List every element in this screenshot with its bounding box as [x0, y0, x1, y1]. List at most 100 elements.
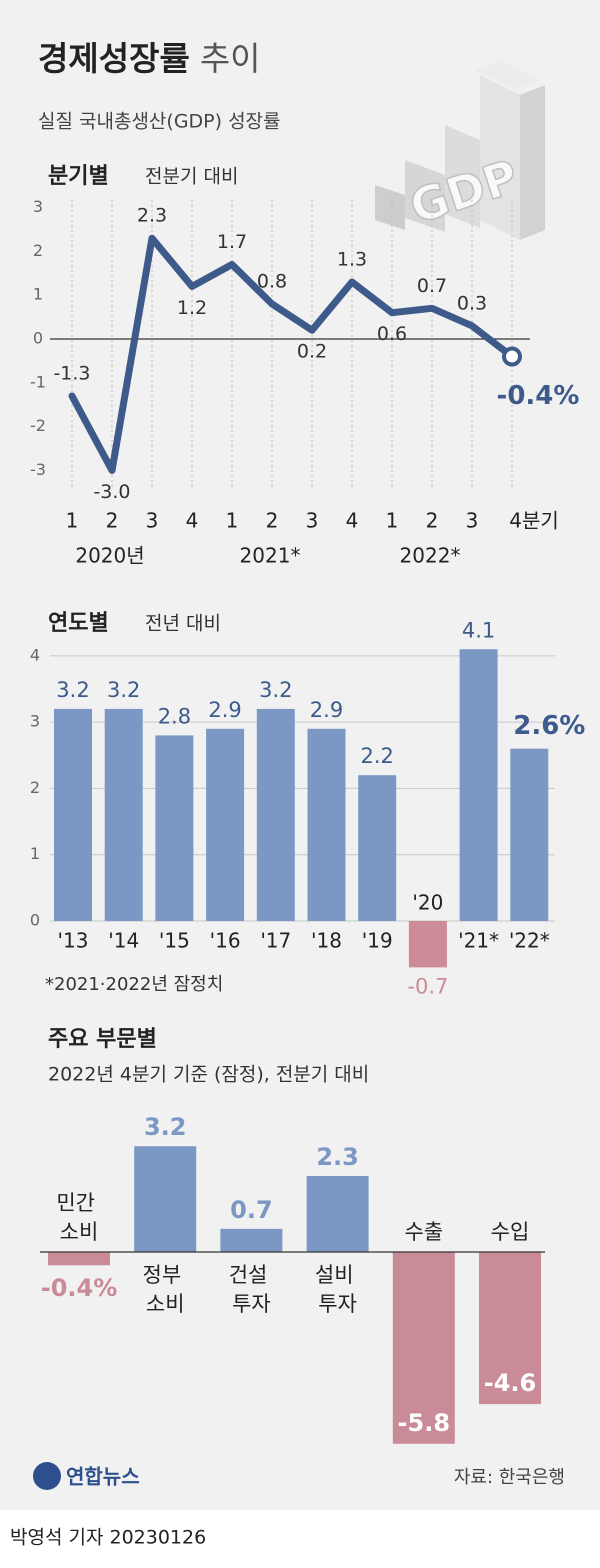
- byline: 박영석 기자 20230126: [10, 1527, 206, 1549]
- y-tick-label: 2: [30, 778, 40, 797]
- bar: [104, 708, 143, 921]
- bar: [155, 735, 194, 921]
- footnote: *2021·2022년 잠정치: [45, 974, 223, 995]
- x-tick-label: '19: [362, 928, 393, 952]
- x-tick-label: '22*: [509, 928, 550, 952]
- bar: [206, 728, 245, 921]
- category-line: 투자: [232, 1292, 271, 1316]
- value-label: -0.4%: [41, 1274, 118, 1302]
- x-tick-label: 4: [186, 509, 199, 533]
- x-tick-label: 1: [386, 509, 399, 533]
- bar: [510, 748, 549, 921]
- bar: [408, 920, 447, 968]
- value-label: 2.9: [208, 698, 241, 722]
- value-label: 0.2: [297, 341, 327, 363]
- value-label: -3.0: [93, 481, 130, 503]
- bar: [134, 1146, 197, 1253]
- y-tick-label: 4: [30, 645, 40, 664]
- x-tick-label: '18: [311, 928, 342, 952]
- y-tick-label: 1: [33, 285, 43, 304]
- value-label: 0.7: [230, 1196, 273, 1224]
- title: 경제성장률 추이: [38, 39, 261, 78]
- y-tick-label: -1: [30, 372, 46, 391]
- x-tick-label: '20: [412, 890, 443, 914]
- title-light: 추이: [200, 39, 261, 78]
- x-tick-label: 1: [226, 509, 239, 533]
- x-tick-label: 3: [466, 509, 479, 533]
- chart-title: 분기별: [48, 164, 109, 189]
- bar: [220, 1228, 283, 1253]
- bar: [256, 708, 295, 921]
- value-label: 0.8: [257, 270, 287, 292]
- title-bold: 경제성장률: [38, 39, 190, 78]
- x-tick-label: '21*: [458, 928, 499, 952]
- value-label: -0.4%: [497, 381, 580, 411]
- y-tick-label: 3: [30, 712, 40, 731]
- value-label: 0.6: [377, 323, 407, 345]
- bar: [306, 1175, 369, 1253]
- value-label: 1.7: [217, 231, 247, 253]
- x-tick-label: 4: [346, 509, 359, 533]
- end-marker: [502, 346, 522, 367]
- chart-subtitle: 2022년 4분기 기준 (잠정), 전분기 대비: [48, 1064, 369, 1086]
- category-line: 설비: [315, 1263, 360, 1287]
- x-tick-label: 2: [426, 509, 439, 533]
- y-tick-label: -3: [30, 460, 46, 479]
- category-label: 수출: [404, 1220, 443, 1244]
- value-label: 2.9: [310, 698, 343, 722]
- category-label: 수입: [491, 1220, 530, 1244]
- chart-title: 연도별: [48, 611, 109, 636]
- x-tick-label: '14: [108, 928, 139, 952]
- y-tick-label: -2: [30, 416, 46, 435]
- category-line: 소비: [60, 1220, 99, 1244]
- value-label: 1.3: [337, 249, 367, 271]
- logo-mark: [33, 1462, 61, 1490]
- value-label: 1.2: [177, 297, 207, 319]
- value-label: 0.3: [457, 292, 487, 314]
- value-label: 2.3: [316, 1143, 359, 1171]
- category-label: 민간 소비: [56, 1191, 101, 1244]
- bar: [459, 649, 498, 921]
- chart-subtitle: 전분기 대비: [145, 166, 238, 188]
- category-line: 민간: [56, 1191, 101, 1215]
- subtitle: 실질 국내총생산(GDP) 성장률: [38, 111, 281, 133]
- x-tick-label: 1: [66, 509, 79, 533]
- value-label: 3.2: [56, 678, 89, 702]
- value-label: 4.1: [462, 618, 495, 642]
- x-tick-label: 2: [106, 509, 119, 533]
- chart-subtitle: 전년 대비: [145, 613, 221, 635]
- value-label: -4.6: [484, 1369, 536, 1397]
- value-label: 3.2: [259, 678, 292, 702]
- value-label: 2.6%: [513, 711, 585, 741]
- bar: [54, 708, 92, 921]
- category-line: 정부: [143, 1263, 188, 1287]
- bar: [392, 1252, 455, 1444]
- value-label: 3.2: [107, 678, 140, 702]
- bar: [479, 1252, 541, 1405]
- value-label: 2.3: [137, 205, 167, 227]
- x-group-label: 2022*: [400, 544, 461, 568]
- x-tick-label: '15: [159, 928, 190, 952]
- chart-title: 주요 부문별: [48, 1027, 157, 1052]
- value-label: 3.2: [144, 1113, 187, 1141]
- logo: 연합뉴스: [66, 1465, 140, 1489]
- y-tick-label: 0: [30, 910, 40, 929]
- x-tick-label: 4분기: [509, 509, 559, 533]
- category-line: 소비: [146, 1292, 185, 1316]
- category-line: 건설: [229, 1263, 274, 1287]
- line: [68, 234, 516, 474]
- category-label: 설비 투자: [315, 1263, 360, 1316]
- category-line: 수출: [404, 1220, 443, 1244]
- bar: [48, 1252, 110, 1266]
- y-tick-label: 2: [33, 241, 43, 260]
- y-tick-label: 3: [33, 197, 43, 216]
- value-label: 0.7: [417, 275, 447, 297]
- value-label: -1.3: [53, 362, 90, 384]
- x-tick-label: 2: [266, 509, 279, 533]
- category-line: 수입: [491, 1220, 530, 1244]
- x-tick-label: 3: [306, 509, 319, 533]
- y-tick-label: 0: [33, 329, 43, 348]
- category-label: 정부 소비: [143, 1263, 188, 1316]
